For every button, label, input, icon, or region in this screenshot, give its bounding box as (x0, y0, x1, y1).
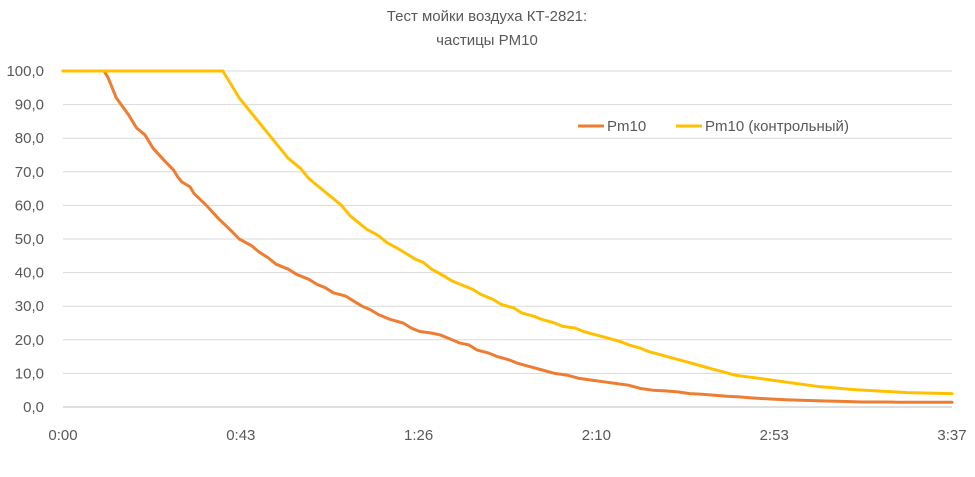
legend-label-pm10: Pm10 (607, 118, 646, 135)
series-lines (61, 69, 954, 404)
y-tick-label: 40,0 (15, 265, 44, 282)
y-tick-label: 100,0 (6, 63, 44, 80)
x-tick-label: 2:53 (760, 427, 789, 444)
x-tick-label: 3:37 (937, 427, 966, 444)
x-axis: 0:00 0:43 1:26 2:10 2:53 3:37 (48, 427, 966, 444)
chart-title-line-2: частицы PM10 (436, 32, 538, 49)
chart-title-line-1: Тест мойки воздуха КТ-2821: (387, 8, 587, 25)
y-tick-label: 50,0 (15, 231, 44, 248)
y-tick-label: 90,0 (15, 97, 44, 114)
legend-label-pm10-control: Pm10 (контрольный) (705, 118, 849, 135)
x-tick-label: 1:26 (404, 427, 433, 444)
y-tick-label: 70,0 (15, 164, 44, 181)
series-line-pm10-control (61, 69, 954, 396)
legend-item-pm10-control: Pm10 (контрольный) (676, 118, 849, 135)
y-tick-label: 80,0 (15, 130, 44, 147)
y-tick-label: 10,0 (15, 365, 44, 382)
x-tick-label: 0:43 (226, 427, 255, 444)
x-tick-label: 0:00 (48, 427, 77, 444)
y-tick-label: 60,0 (15, 197, 44, 214)
x-tick-label: 2:10 (582, 427, 611, 444)
legend-item-pm10: Pm10 (578, 118, 646, 135)
y-axis: 0,0 10,0 20,0 30,0 40,0 50,0 60,0 70,0 80,0 90,0 1… (6, 63, 44, 416)
y-tick-label: 20,0 (15, 332, 44, 349)
legend: Pm10 Pm10 (контрольный) (578, 118, 849, 135)
y-tick-label: 0,0 (23, 399, 44, 416)
series-line-pm10 (61, 69, 954, 404)
y-tick-label: 30,0 (15, 298, 44, 315)
